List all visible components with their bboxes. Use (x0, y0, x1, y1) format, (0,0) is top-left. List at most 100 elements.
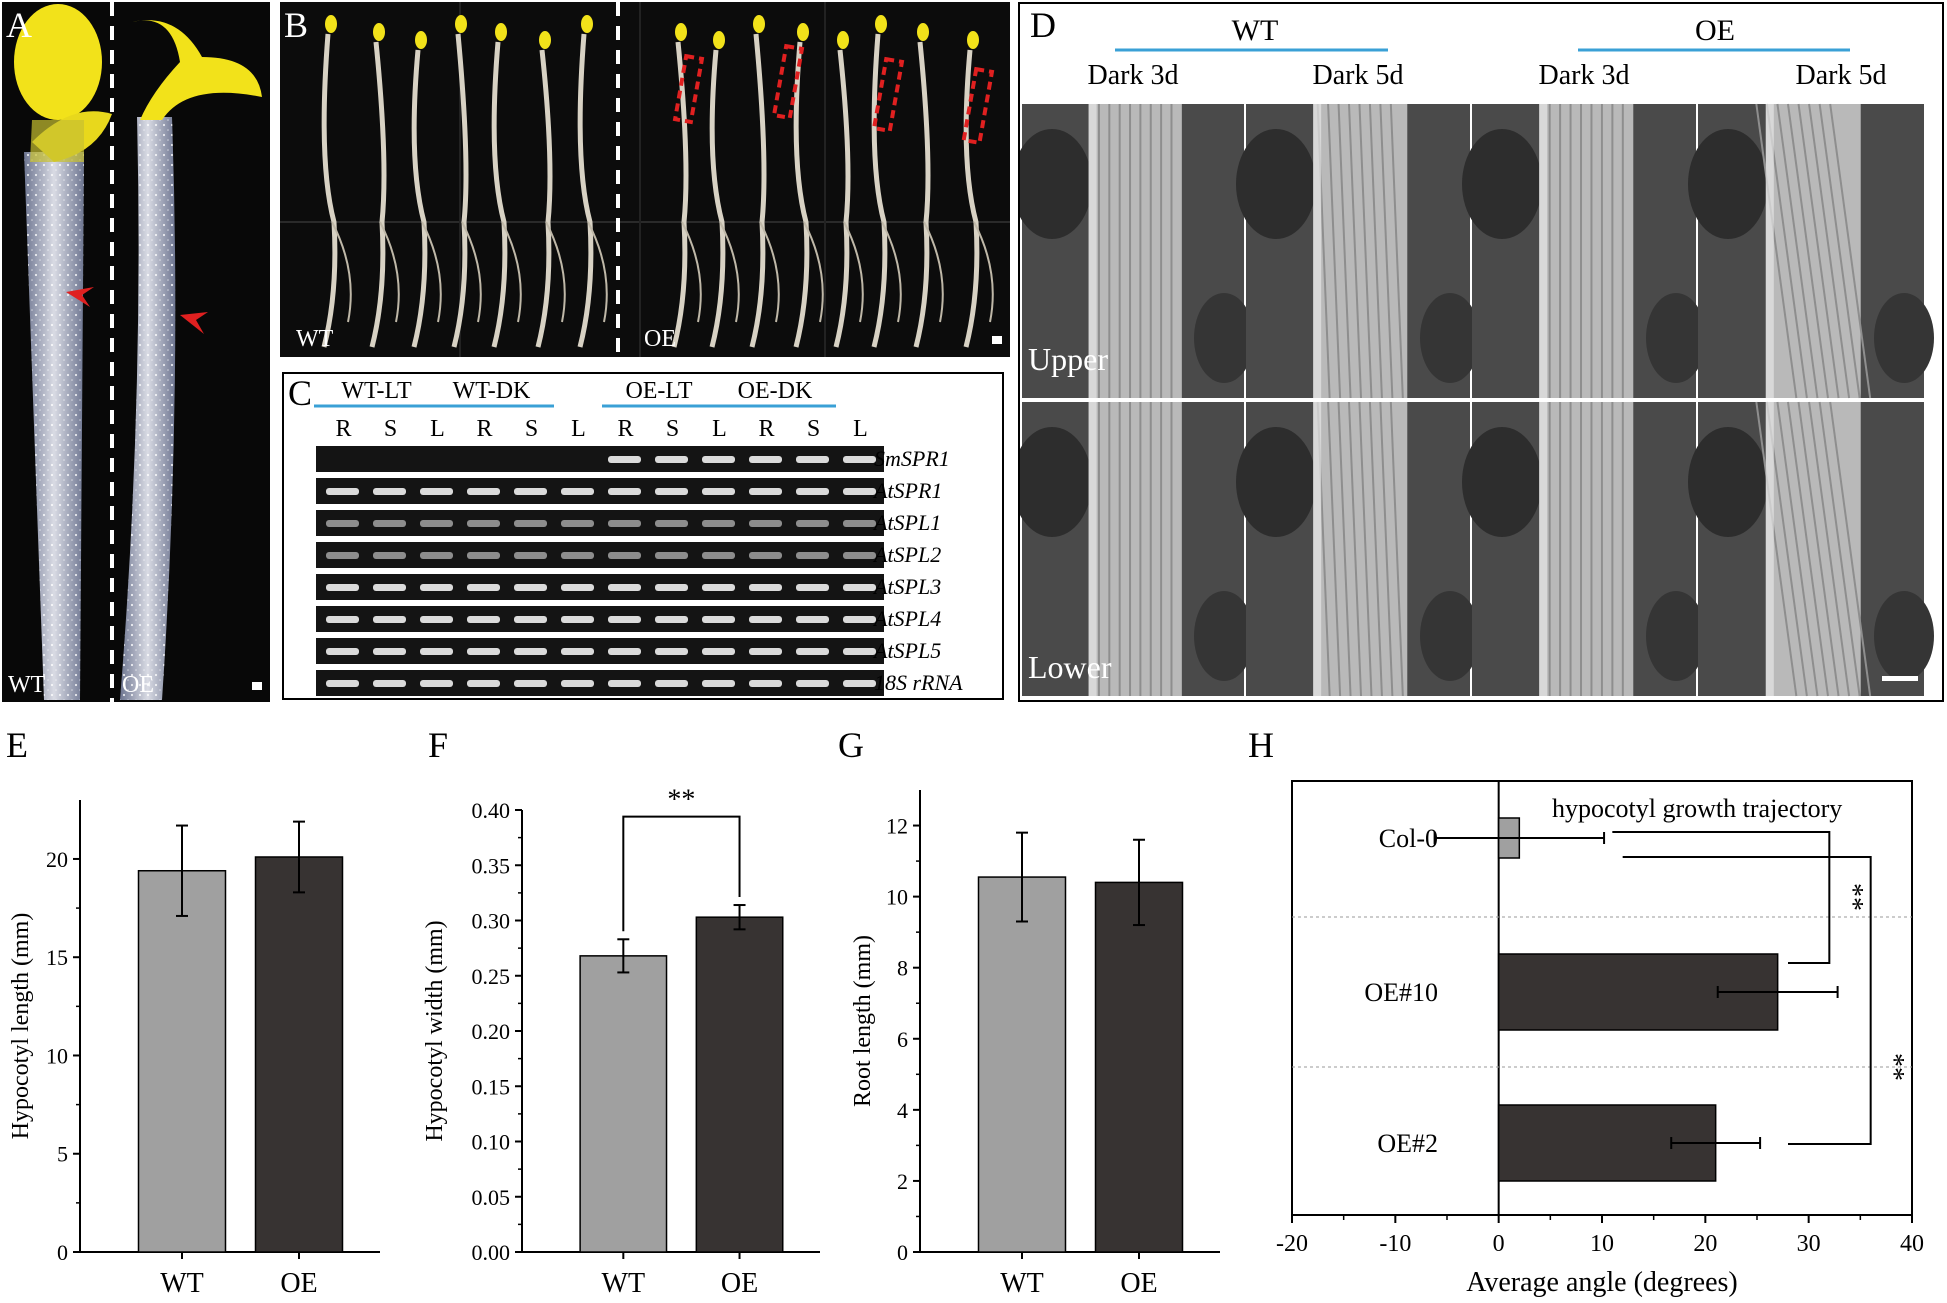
significance-bracket (1612, 831, 1831, 964)
x-tick-label: WT (1000, 1268, 1044, 1299)
gel-strip (316, 670, 602, 696)
cotyledon (581, 15, 593, 33)
seedling (709, 49, 726, 348)
significance-label: ** (1878, 1053, 1909, 1081)
highlight-box (961, 66, 995, 146)
gel-band (843, 488, 876, 495)
gel-band (467, 584, 500, 591)
gel-band (608, 456, 641, 463)
gel-band (702, 616, 735, 623)
gel-band (655, 584, 688, 591)
gel-band (702, 520, 735, 527)
background-texture (1236, 427, 1316, 537)
sem-grid: WT OE Dark 3d Dark 5d Dark 3d Dark 5d Upper Low… (1012, 14, 1934, 697)
cotyledon (797, 23, 809, 41)
gel-band (749, 488, 782, 495)
gene-label: 18S rRNA (874, 670, 963, 695)
y-tick-label: OE#10 (1364, 978, 1438, 1007)
gel-strip (598, 638, 884, 664)
gel-band (467, 552, 500, 559)
gel-band (796, 584, 829, 591)
lateral-root (719, 221, 740, 323)
gel-band (326, 648, 359, 655)
panel-a-photo (2, 2, 270, 702)
background-texture (1462, 427, 1542, 537)
y-tick-label: 0.00 (472, 1240, 511, 1265)
seedling (963, 49, 980, 348)
cell-file (1348, 401, 1363, 697)
cell-file (1368, 401, 1383, 697)
seedling (871, 33, 888, 348)
cell-file (1786, 401, 1829, 697)
y-tick-label: 0 (57, 1240, 68, 1265)
cell-file (1829, 103, 1872, 399)
chart-hypocotyl-width: 0.00 0.05 0.10 0.15 0.20 0.25 0.30 0.35 0.40 WT OE… (422, 785, 820, 1299)
gel-strip (598, 574, 884, 600)
gel-band (655, 616, 688, 623)
label-oe: OE (644, 326, 676, 352)
x-tick-label: 40 (1900, 1231, 1924, 1257)
gel-band (420, 648, 453, 655)
background-texture (1874, 591, 1934, 681)
cell-file (1808, 401, 1851, 697)
annotation-label: hypocotyl growth trajectory (1552, 794, 1842, 823)
gel-band (326, 616, 359, 623)
lateral-root (587, 221, 608, 323)
gel-band (608, 648, 641, 655)
y-tick-label: 0.10 (472, 1130, 511, 1155)
lane-label: S (384, 416, 397, 442)
gel-band (514, 616, 547, 623)
gel-band (561, 680, 594, 687)
lateral-root (421, 221, 442, 323)
group-label: WT-LT (341, 378, 412, 404)
background-texture (1420, 293, 1480, 383)
lateral-root (973, 221, 994, 323)
gel-band (655, 648, 688, 655)
y-tick-label: 8 (897, 956, 908, 981)
gel-band (702, 648, 735, 655)
group-label: OE (1695, 14, 1735, 47)
y-tick-label: 15 (46, 945, 68, 970)
gel-band (796, 648, 829, 655)
hypocotyl (1088, 402, 1182, 696)
gene-label: AtSPL3 (872, 574, 941, 599)
y-axis-label: Root length (mm) (850, 935, 876, 1107)
background-texture (1646, 293, 1706, 383)
background-texture (1194, 591, 1254, 681)
lane-label: R (476, 416, 492, 442)
cell-file (1327, 103, 1342, 399)
gel-band (796, 616, 829, 623)
row-label: Upper (1028, 341, 1108, 377)
cell-file (1776, 103, 1819, 399)
lateral-root (923, 221, 944, 323)
lateral-root (843, 221, 864, 323)
column-label: Dark 5d (1313, 60, 1404, 91)
lateral-root (545, 221, 566, 323)
gel-strip (316, 542, 602, 568)
lane-label: R (335, 416, 351, 442)
gel-band (702, 552, 735, 559)
panel-d: WT OE Dark 3d Dark 5d Dark 3d Dark 5d Upper Low… (1012, 2, 1944, 702)
gel-band (420, 680, 453, 687)
column-label: Dark 3d (1539, 60, 1630, 91)
cotyledon (373, 23, 385, 41)
hypocotyl-edge (1088, 402, 1097, 696)
background-texture (1646, 591, 1706, 681)
cotyledon (455, 15, 467, 33)
y-tick-label: OE#2 (1377, 1129, 1438, 1158)
panel-letter: D (1030, 5, 1056, 45)
gel-band (514, 648, 547, 655)
gel-band (373, 584, 406, 591)
cotyledon (753, 15, 765, 33)
scale-bar (992, 336, 1002, 344)
seedling (833, 49, 851, 348)
hypocotyl-edge (1088, 104, 1097, 398)
cell-file (1368, 103, 1383, 399)
y-tick-label: 20 (46, 847, 68, 872)
gel-band (608, 520, 641, 527)
lateral-root (331, 221, 352, 323)
cell-file (1337, 103, 1352, 399)
lane-label: S (666, 416, 679, 442)
gel-band (420, 520, 453, 527)
